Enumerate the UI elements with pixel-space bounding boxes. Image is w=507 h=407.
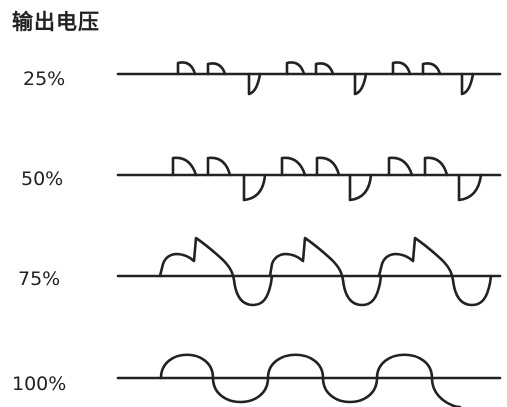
wave-75-cycle-1	[158, 236, 274, 307]
diagram-title: 输出电压	[12, 10, 100, 34]
pulse-25-1n	[247, 72, 262, 96]
pulse-25-1b	[206, 62, 227, 76]
wave-75-cycle-3	[377, 236, 493, 307]
pulse-50-3b	[423, 156, 449, 177]
waveform-100	[116, 353, 502, 407]
pulse-50-1n	[242, 173, 267, 202]
pulse-25-1a	[176, 61, 197, 76]
pulse-25-2a	[285, 61, 306, 76]
pulse-50-1a	[171, 156, 198, 177]
level-label-75: 75%	[18, 268, 61, 290]
pulse-50-2n	[348, 173, 373, 202]
level-label-25: 25%	[23, 68, 66, 90]
level-label-100: 100%	[12, 373, 67, 395]
pulse-25-2n	[353, 72, 368, 96]
pulse-50-1b	[206, 156, 232, 177]
pulse-50-3a	[387, 156, 414, 177]
pulse-50-3n	[457, 173, 483, 202]
pulse-25-3a	[391, 61, 412, 76]
pulse-50-2b	[315, 156, 341, 177]
pulse-25-2b	[314, 62, 335, 76]
waveform-25	[116, 61, 502, 96]
pulse-25-3n	[460, 72, 475, 96]
waveform-50	[116, 156, 502, 202]
level-label-50: 50%	[21, 168, 64, 190]
waveform-75	[116, 236, 502, 307]
wave-75-cycle-2	[268, 236, 383, 307]
pulse-50-2a	[280, 156, 307, 177]
wave-100-sine	[159, 353, 462, 407]
pulse-25-3b	[421, 62, 442, 76]
